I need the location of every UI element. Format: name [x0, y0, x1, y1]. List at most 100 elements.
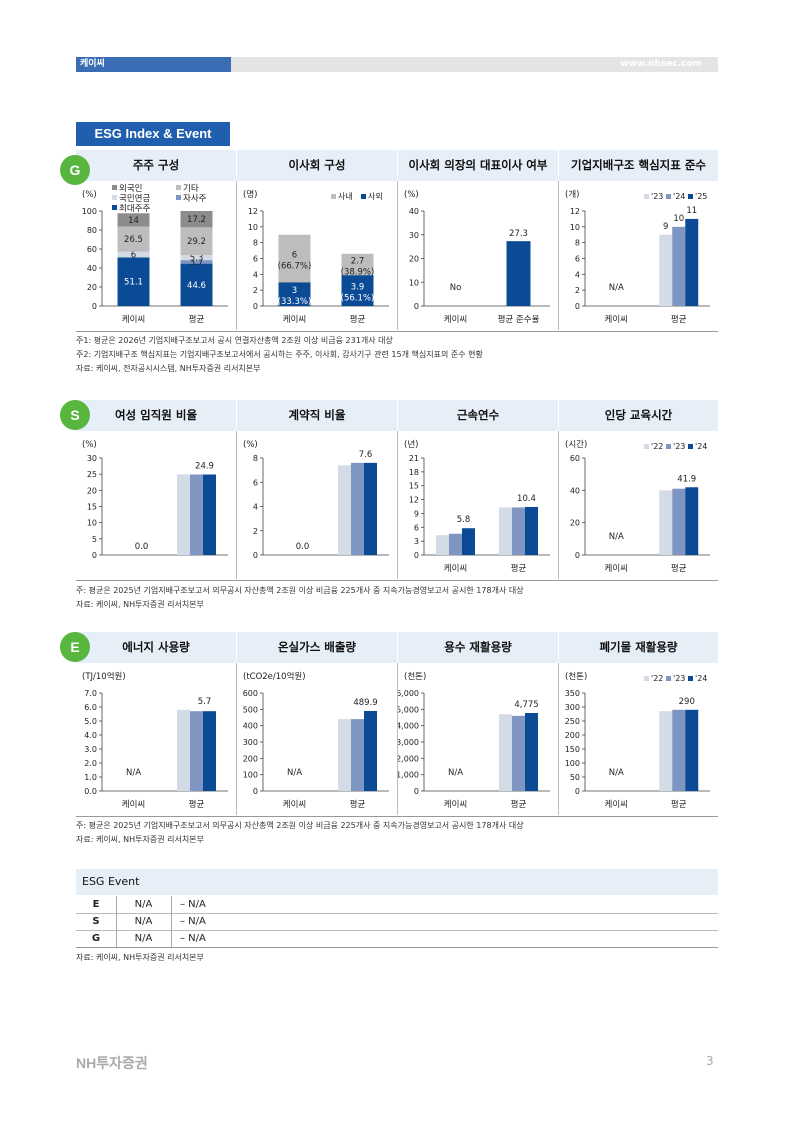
event-row-e: E N/A – N/A — [76, 896, 718, 913]
g-title-2: 이사회 구성 — [288, 158, 346, 172]
data-label: 10 — [673, 214, 684, 224]
y-tick-label: 12 — [570, 207, 580, 216]
bar — [203, 711, 216, 791]
g-note-2: 주2: 기업지배구조 핵심지표는 기업지배구조보고서에서 공시하는 주주, 이사… — [76, 350, 483, 359]
legend-label: '22 — [651, 674, 663, 683]
y-tick-label: 300 — [243, 738, 258, 747]
bar — [338, 465, 351, 555]
data-label: 17.2 — [187, 215, 206, 225]
y-tick-label: 20 — [87, 486, 97, 495]
bar — [351, 719, 364, 791]
y-tick-label: 40 — [570, 486, 580, 495]
unit-label: (%) — [82, 440, 97, 450]
g-source: 자료: 케이씨, 전자공시시스템, NH투자증권 리서치본부 — [76, 364, 261, 373]
data-label: 44.6 — [187, 281, 206, 291]
bar-segment — [117, 226, 150, 252]
y-tick-label: 30 — [409, 231, 419, 240]
data-label: 2.7 — [351, 256, 365, 266]
s-title-4: 인당 교육시간 — [604, 408, 673, 422]
y-tick-label: 8 — [575, 239, 580, 248]
legend-label: 외국인 — [119, 183, 142, 194]
y-tick-label: 600 — [243, 689, 258, 698]
x-tick-label: 평균 — [511, 799, 527, 810]
bar — [659, 490, 673, 555]
y-tick-label: 100 — [82, 207, 97, 216]
bar — [177, 474, 190, 555]
page-number: 3 — [706, 1054, 714, 1068]
header-url[interactable]: www.nhsec.com — [231, 57, 718, 72]
y-tick-label: 6 — [253, 478, 258, 487]
y-tick-label: 50 — [570, 773, 580, 782]
bar-segment — [117, 251, 150, 258]
x-tick-label: 평균 — [671, 563, 687, 574]
legend-swatch — [688, 676, 693, 681]
e-title-1: 에너지 사용량 — [122, 640, 190, 654]
data-label: (56.1%) — [341, 294, 375, 304]
legend-label: '24 — [695, 442, 707, 451]
data-label: 0.0 — [135, 542, 149, 552]
y-tick-label: 15 — [87, 503, 97, 512]
bar — [659, 234, 673, 306]
unit-label: (%) — [404, 190, 419, 200]
y-tick-label: 0 — [575, 302, 580, 311]
y-tick-label: 5 — [92, 535, 97, 544]
y-tick-label: 0 — [414, 302, 419, 311]
data-label: 9 — [663, 222, 668, 232]
y-tick-label: 10 — [248, 223, 258, 232]
na-label: No — [450, 283, 462, 293]
data-label: 6 — [292, 251, 297, 261]
event-row-g: G N/A – N/A — [76, 930, 718, 947]
chart-female-ratio: (%) 0 5 10 15 20 25 30 0.0 24.9 — [82, 440, 228, 560]
y-tick-label: 0 — [253, 551, 258, 560]
y-tick-label: 350 — [565, 689, 580, 698]
data-label: 51.1 — [124, 278, 143, 288]
y-tick-label: 0 — [92, 551, 97, 560]
legend-label: '23 — [673, 442, 685, 451]
unit-label: (시간) — [565, 439, 587, 450]
event-row-s: S N/A – N/A — [76, 913, 718, 930]
legend-label: '23 — [651, 192, 663, 201]
y-tick-label: 1,000 — [398, 771, 419, 780]
y-tick-label: 0 — [414, 787, 419, 796]
data-label: 489.9 — [353, 698, 377, 708]
y-tick-label: 400 — [243, 722, 258, 731]
bar-segment — [180, 227, 213, 256]
y-tick-label: 4,000 — [398, 722, 419, 731]
y-tick-label: 150 — [565, 745, 580, 754]
bar-segment — [278, 234, 311, 283]
bar-segment — [341, 275, 374, 306]
y-tick-label: 0 — [253, 787, 258, 796]
e-title-4: 폐기물 재활용량 — [599, 640, 678, 654]
x-tick-label: 케이씨 — [444, 563, 467, 574]
y-tick-label: 21 — [409, 454, 419, 463]
legend-swatch — [112, 195, 117, 200]
legend-swatch — [666, 444, 671, 449]
data-label: 24.9 — [195, 461, 214, 471]
data-label: (66.7%) — [278, 262, 312, 272]
bar — [436, 535, 449, 555]
y-tick-label: 3,000 — [398, 738, 419, 747]
na-label: N/A — [287, 768, 302, 778]
y-tick-label: 20 — [570, 519, 580, 528]
unit-label: (%) — [243, 440, 258, 450]
event-source: 자료: 케이씨, NH투자증권 리서치본부 — [76, 953, 204, 962]
chart-waste: (천톤) '22 '23 '24 0 50 100 150 200 250 300 350 케이씨 평균 N… — [565, 671, 710, 810]
chart-energy: (TJ/10억원) 0.0 1.0 2.0 3.0 4.0 5.0 6.0 7.0 케이씨 평균 N/… — [82, 671, 228, 810]
y-tick-label: 10 — [570, 223, 580, 232]
unit-label: (TJ/10억원) — [82, 671, 126, 682]
y-tick-label: 300 — [565, 703, 580, 712]
y-tick-label: 0 — [253, 302, 258, 311]
bar-segment — [180, 263, 213, 306]
y-tick-label: 25 — [87, 470, 97, 479]
y-tick-label: 0 — [575, 551, 580, 560]
legend-label: '23 — [673, 674, 685, 683]
y-tick-label: 4 — [253, 270, 258, 279]
bar — [672, 226, 686, 306]
bar — [525, 506, 538, 555]
x-tick-label: 케이씨 — [122, 799, 145, 810]
legend-swatch — [666, 676, 671, 681]
bar — [525, 713, 538, 791]
x-tick-label: 케이씨 — [283, 799, 306, 810]
y-tick-label: 6 — [253, 255, 258, 264]
